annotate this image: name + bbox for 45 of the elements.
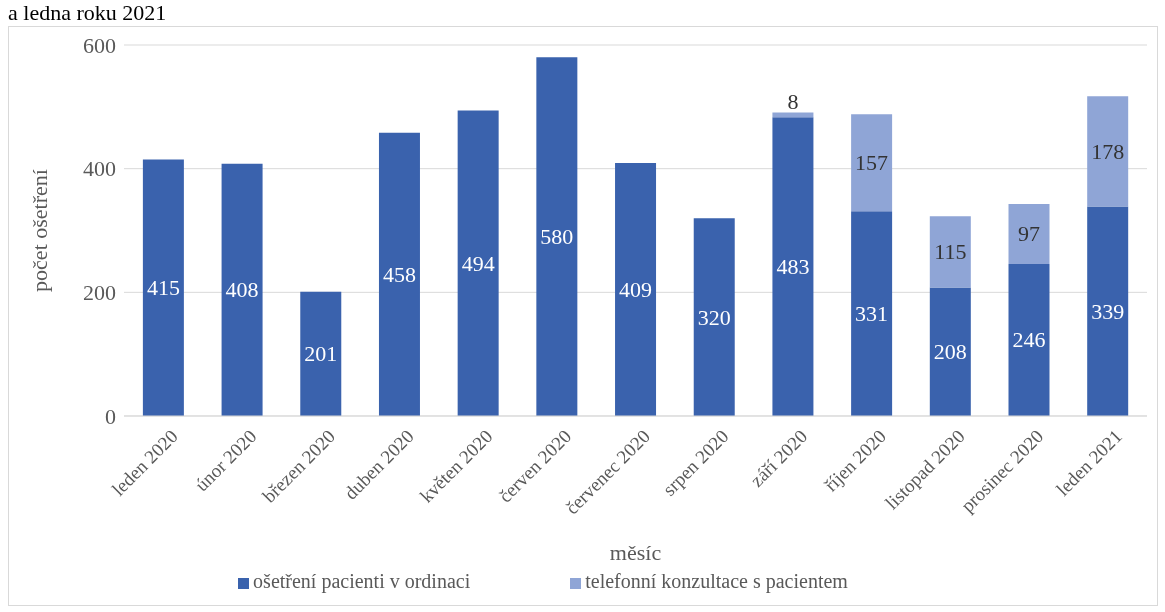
y-tick-label: 600 bbox=[83, 32, 116, 58]
bar bbox=[615, 163, 657, 416]
legend-label: ošetření pacienti v ordinaci bbox=[253, 570, 471, 592]
data-label: 320 bbox=[697, 304, 731, 330]
data-label: 97 bbox=[1018, 221, 1040, 247]
data-label: 8 bbox=[787, 89, 799, 115]
bar bbox=[772, 117, 814, 416]
bar bbox=[851, 211, 893, 416]
data-label: 246 bbox=[1012, 327, 1046, 353]
data-label: 201 bbox=[304, 341, 338, 367]
data-label: 458 bbox=[382, 261, 416, 287]
bar bbox=[457, 110, 499, 416]
bar bbox=[142, 159, 184, 416]
y-tick-label: 0 bbox=[105, 403, 116, 429]
y-axis-title: počet ošetření bbox=[26, 169, 52, 292]
bar bbox=[1087, 96, 1129, 207]
data-label: 157 bbox=[855, 150, 889, 176]
data-label: 494 bbox=[461, 250, 495, 276]
data-label: 580 bbox=[540, 224, 574, 250]
data-label: 339 bbox=[1091, 298, 1125, 324]
bar bbox=[851, 114, 893, 212]
bar bbox=[1008, 263, 1050, 416]
y-tick-label: 200 bbox=[83, 280, 116, 306]
legend-label: telefonní konzultace s pacientem bbox=[585, 570, 848, 592]
data-label: 415 bbox=[146, 275, 180, 301]
data-label: 178 bbox=[1091, 138, 1125, 164]
bar bbox=[536, 57, 578, 416]
x-axis-title: měsíc bbox=[609, 540, 662, 565]
bar bbox=[1008, 203, 1050, 264]
bar bbox=[929, 287, 971, 416]
y-tick-label: 400 bbox=[83, 156, 116, 182]
bar bbox=[929, 216, 971, 288]
data-label: 409 bbox=[619, 277, 653, 303]
bar bbox=[221, 163, 263, 416]
data-label: 115 bbox=[934, 239, 967, 265]
data-label: 208 bbox=[933, 339, 967, 365]
bar bbox=[300, 291, 342, 416]
chart-title: a ledna roku 2021 bbox=[8, 0, 167, 26]
data-label: 408 bbox=[225, 277, 259, 303]
bar bbox=[378, 132, 420, 416]
bar bbox=[1087, 206, 1129, 416]
data-label: 483 bbox=[776, 254, 810, 280]
data-label: 331 bbox=[855, 301, 889, 327]
bar bbox=[772, 112, 814, 118]
bar bbox=[693, 218, 735, 416]
